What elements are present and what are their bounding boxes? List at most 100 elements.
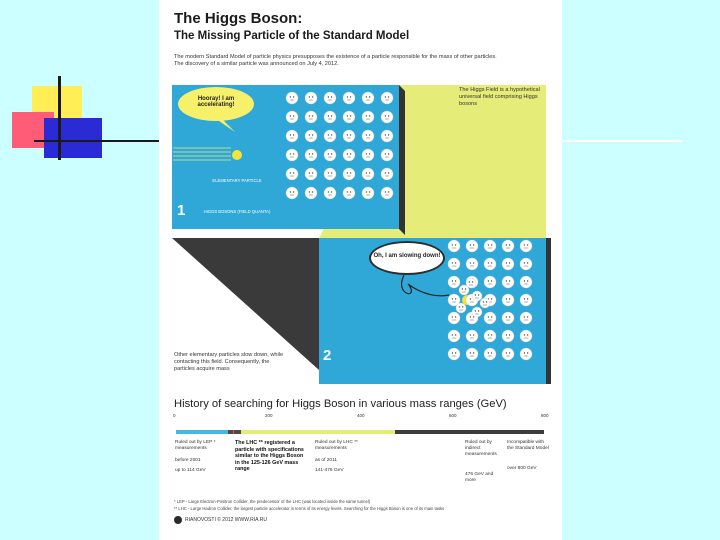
panel-2-number: 2 [323,347,332,364]
history-cell: Ruled out by indirect measurements 476 Ge… [465,440,501,484]
history-range-bar [240,430,395,434]
higgs-boson-face [519,293,533,307]
bubble-1-text: Hooray! I am accelerating! [197,96,235,108]
higgs-boson-face [380,186,394,200]
speed-lines [173,147,231,161]
higgs-boson-face [342,167,356,181]
higgs-boson-face [483,257,497,271]
higgs-boson-face [285,110,299,124]
field-note: The Higgs Field is a hypothetical univer… [459,87,540,107]
higgs-boson-face [323,110,337,124]
higgs-boson-face [380,148,394,162]
history-cell-text: Incompatible with the Standard Model [507,440,549,451]
higgs-boson-face [471,306,483,318]
history-cell-range: up to 114 GeV [175,468,206,473]
history-tick-label: 600 [449,413,457,418]
wiggle-path [401,274,450,297]
history-tick-label: 400 [357,413,365,418]
logo-icon [174,516,182,524]
higgs-boson-face [342,129,356,143]
higgs-boson-face [501,347,515,361]
footnote-lep: * LEP - Large Electron-Positron Collider… [174,499,371,504]
higgs-boson-face [501,239,515,253]
higgs-boson-face [465,277,477,289]
bubble-2-text: Oh, I am slowing down! [373,253,441,259]
higgs-boson-face [447,347,461,361]
history-title: History of searching for Higgs Boson in … [174,398,507,410]
history-cell-range: 141-476 GeV [315,468,344,473]
higgs-boson-face [285,148,299,162]
higgs-boson-face [519,275,533,289]
history-cell-range: over 800 GeV [507,466,537,471]
panel-1-number: 1 [177,202,186,219]
higgs-boson-face [501,293,515,307]
higgs-boson-face [323,129,337,143]
higgs-boson-face [361,148,375,162]
higgs-boson-face [323,148,337,162]
history-cell-text: Ruled out by LHC ** measurements [315,440,358,451]
higgs-boson-face [361,129,375,143]
higgs-boson-face [501,311,515,325]
history-tick-label: 800 [541,413,549,418]
higgs-boson-face [304,91,318,105]
higgs-boson-face [304,110,318,124]
footnote-lhc: ** LHC - Large Hadron Collider, the larg… [174,506,445,511]
history-cell-date: as of 2011 [315,458,338,463]
higgs-boson-face [285,91,299,105]
history-tick-label: 0 [173,413,176,418]
history-cell-text: Ruled out by LEP * measurements [175,440,216,451]
history-cell: Ruled out by LEP * measurements before 20… [175,440,227,474]
higgs-boson-face [479,297,491,309]
higgs-boson-face [323,91,337,105]
ria-logo: RIANOVOSTI © 2012 WWW.RIA.RU [174,516,267,524]
higgs-boson-face [465,257,479,271]
infographic-subtitle: The Missing Particle of the Standard Mod… [174,30,410,42]
history-range-bar [228,430,233,434]
higgs-boson-face [342,91,356,105]
infographic-sheet: The Higgs Boson: The Missing Particle of… [159,0,562,540]
dark-diagonal [172,238,319,370]
higgs-boson-face [447,239,461,253]
decor-blue-square [44,118,102,158]
higgs-boson-face [501,275,515,289]
higgs-boson-face [304,129,318,143]
higgs-boson-face [361,167,375,181]
higgs-boson-face [447,311,461,325]
higgs-boson-face [471,290,483,302]
decor-right-line [562,140,682,142]
higgs-boson-face [304,167,318,181]
logo-text: RIANOVOSTI © 2012 WWW.RIA.RU [185,517,268,523]
higgs-boson-face [304,148,318,162]
higgs-boson-face [447,257,461,271]
higgs-boson-face [483,347,497,361]
label-higgs-bosons: HIGGS BOSONS (FIELD QUANTA) [203,209,271,214]
decor-horizontal-line [34,140,160,142]
higgs-boson-face [465,347,479,361]
higgs-boson-face [285,167,299,181]
higgs-boson-face [483,329,497,343]
higgs-boson-face [447,293,461,307]
higgs-boson-face [465,329,479,343]
higgs-boson-face [501,329,515,343]
higgs-boson-face [380,110,394,124]
higgs-boson-face [501,257,515,271]
higgs-boson-face [380,91,394,105]
history-range-bar [176,430,229,434]
higgs-boson-face [519,329,533,343]
intro-text: The modern Standard Model of particle ph… [174,54,497,67]
history-cell: The LHC ** registered a particle with sp… [235,440,307,473]
history-range-bar [394,430,544,434]
decor-vertical-line [58,76,61,160]
higgs-boson-face [304,186,318,200]
other-particles-note: Other elementary particles slow down, wh… [174,352,284,372]
higgs-boson-face [323,167,337,181]
history-range-bar [232,430,234,434]
higgs-boson-face [458,284,470,296]
higgs-boson-face [380,129,394,143]
higgs-boson-face [519,311,533,325]
particle-1 [232,150,242,160]
higgs-boson-face [380,167,394,181]
higgs-boson-face [342,110,356,124]
history-cell: Ruled out by LHC ** measurements as of 20… [315,440,385,474]
higgs-boson-face [465,239,479,253]
